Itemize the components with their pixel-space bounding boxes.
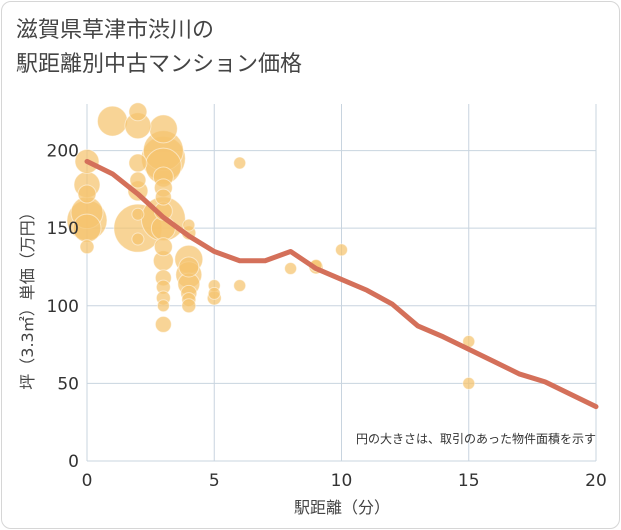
data-bubble	[79, 239, 95, 255]
data-bubble	[131, 232, 145, 246]
x-tick-label: 5	[209, 471, 220, 491]
bubble-layer	[66, 102, 476, 390]
data-bubble	[153, 237, 173, 257]
data-bubble	[156, 299, 170, 313]
chart-title-line2: 駅距離別中古マンション価格	[16, 52, 303, 77]
data-bubble	[148, 114, 178, 144]
data-bubble	[233, 279, 247, 293]
data-bubble	[181, 298, 197, 314]
x-tick-label: 20	[585, 471, 607, 491]
size-annotation: 円の大きさは、取引のあった物件面積を示す	[356, 431, 596, 446]
chart-title-line1: 滋賀県草津市渋川の	[16, 18, 215, 43]
data-bubble	[284, 262, 298, 276]
data-bubble	[462, 376, 476, 390]
data-bubble	[96, 105, 128, 137]
x-tick-label: 15	[458, 471, 480, 491]
y-tick-label: 0	[68, 452, 79, 472]
data-bubble	[128, 102, 148, 122]
x-tick-label: 10	[331, 471, 353, 491]
data-bubble	[154, 188, 172, 206]
y-axis-label: 坪（3.3㎡）単価（万円）	[18, 204, 37, 389]
data-bubble	[129, 171, 147, 189]
x-axis-label: 駅距離（分）	[294, 498, 390, 517]
y-tick-label: 150	[47, 219, 79, 239]
chart-title: 滋賀県草津市渋川の 駅距離別中古マンション価格	[16, 14, 302, 82]
data-bubble	[335, 243, 348, 257]
data-bubble	[182, 218, 196, 232]
data-bubble	[207, 286, 221, 300]
y-tick-label: 50	[57, 374, 79, 394]
y-tick-label: 100	[47, 297, 79, 317]
data-bubble	[131, 207, 145, 221]
data-bubble	[128, 153, 148, 173]
trend-line	[84, 158, 599, 410]
data-bubble	[77, 184, 97, 204]
data-bubble	[233, 156, 247, 170]
data-bubble	[154, 315, 172, 333]
data-bubble	[178, 256, 200, 278]
x-tick-label: 0	[82, 471, 93, 491]
grid	[86, 104, 597, 462]
y-tick-label: 200	[47, 142, 79, 162]
